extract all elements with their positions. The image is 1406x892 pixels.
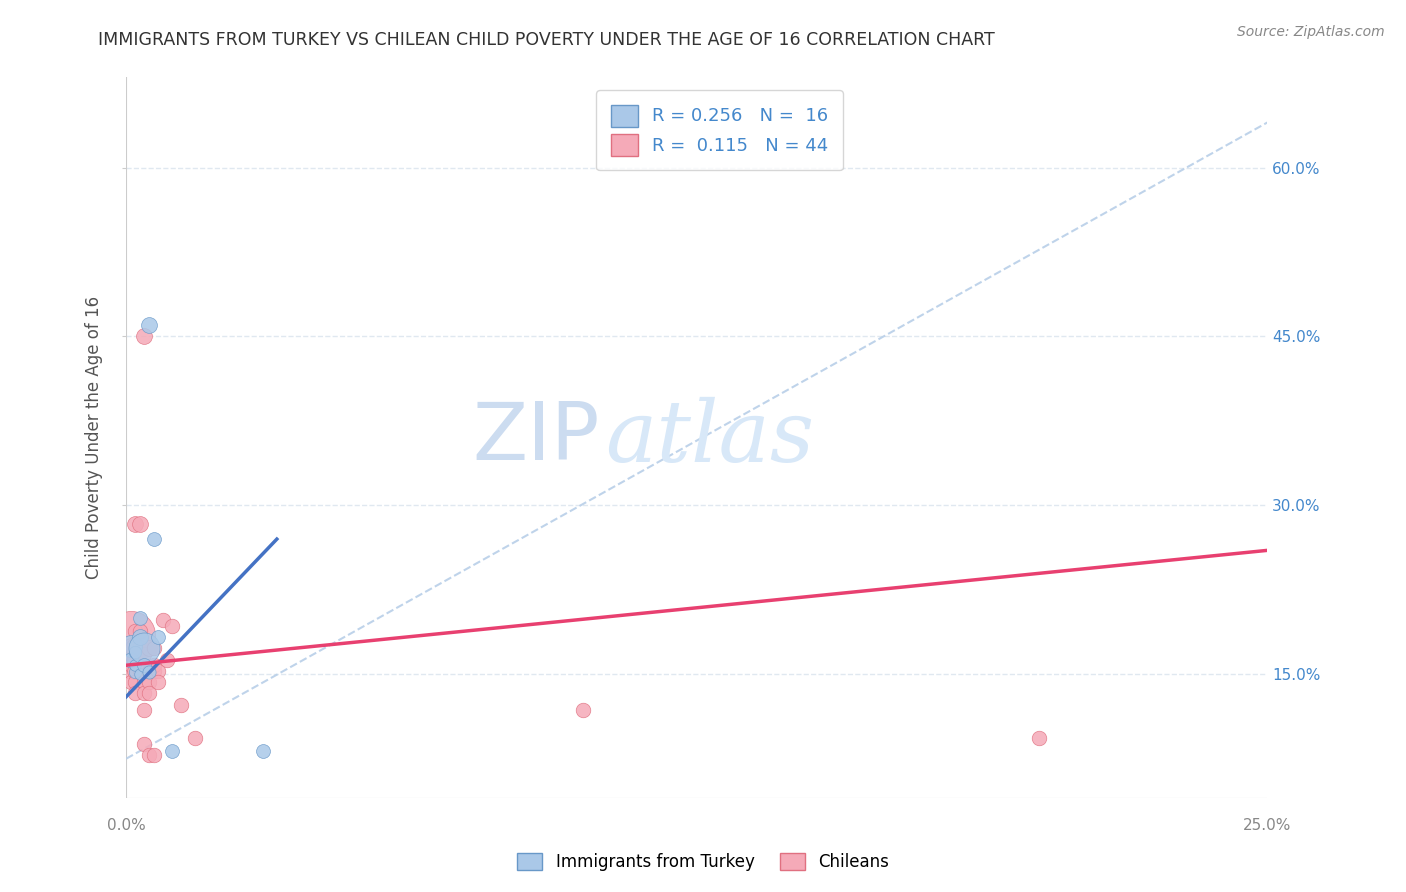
Point	[138, 664, 160, 678]
Point	[252, 744, 274, 758]
Point	[134, 686, 156, 700]
Point	[134, 703, 156, 717]
Text: IMMIGRANTS FROM TURKEY VS CHILEAN CHILD POVERTY UNDER THE AGE OF 16 CORRELATION : IMMIGRANTS FROM TURKEY VS CHILEAN CHILD …	[98, 31, 995, 49]
Point	[120, 652, 142, 666]
Text: 0.0%: 0.0%	[107, 818, 146, 833]
Point	[142, 658, 165, 673]
Point	[124, 641, 146, 656]
Point	[146, 664, 169, 678]
Point	[138, 665, 160, 679]
Point	[1028, 731, 1050, 746]
Point	[160, 619, 183, 633]
Point	[124, 652, 146, 666]
Point	[134, 737, 156, 751]
Point	[129, 517, 152, 532]
Point	[138, 318, 160, 333]
Text: 25.0%: 25.0%	[1243, 818, 1292, 833]
Legend: R = 0.256   N =  16, R =  0.115   N = 44: R = 0.256 N = 16, R = 0.115 N = 44	[596, 90, 844, 170]
Point	[129, 647, 152, 661]
Point	[138, 686, 160, 700]
Point	[129, 664, 152, 678]
Point	[170, 698, 193, 712]
Point	[129, 624, 152, 639]
Text: ZIP: ZIP	[472, 399, 600, 476]
Point	[124, 665, 146, 679]
Point	[142, 532, 165, 546]
Point	[134, 329, 156, 343]
Point	[156, 652, 179, 666]
Point	[124, 658, 146, 673]
Point	[124, 517, 146, 532]
Point	[120, 664, 142, 678]
Text: atlas: atlas	[606, 396, 814, 479]
Point	[134, 675, 156, 690]
Point	[129, 667, 152, 681]
Point	[129, 630, 152, 644]
Point	[152, 613, 174, 627]
Point	[129, 641, 152, 656]
Point	[146, 630, 169, 644]
Point	[160, 744, 183, 758]
Point	[138, 748, 160, 763]
Y-axis label: Child Poverty Under the Age of 16: Child Poverty Under the Age of 16	[86, 296, 103, 579]
Text: Source: ZipAtlas.com: Source: ZipAtlas.com	[1237, 25, 1385, 39]
Point	[120, 652, 142, 666]
Point	[142, 748, 165, 763]
Point	[120, 675, 142, 690]
Point	[134, 641, 156, 656]
Point	[146, 675, 169, 690]
Point	[138, 675, 160, 690]
Point	[124, 675, 146, 690]
Point	[571, 703, 593, 717]
Point	[129, 658, 152, 673]
Point	[120, 658, 142, 673]
Legend: Immigrants from Turkey, Chileans: Immigrants from Turkey, Chileans	[509, 845, 897, 880]
Point	[120, 628, 142, 642]
Point	[120, 639, 142, 653]
Point	[120, 641, 142, 656]
Point	[142, 641, 165, 656]
Point	[142, 664, 165, 678]
Point	[129, 611, 152, 625]
Point	[124, 686, 146, 700]
Point	[183, 731, 205, 746]
Point	[124, 664, 146, 678]
Point	[134, 658, 156, 673]
Point	[134, 647, 156, 661]
Point	[134, 664, 156, 678]
Point	[124, 645, 146, 659]
Point	[124, 624, 146, 639]
Point	[138, 641, 160, 656]
